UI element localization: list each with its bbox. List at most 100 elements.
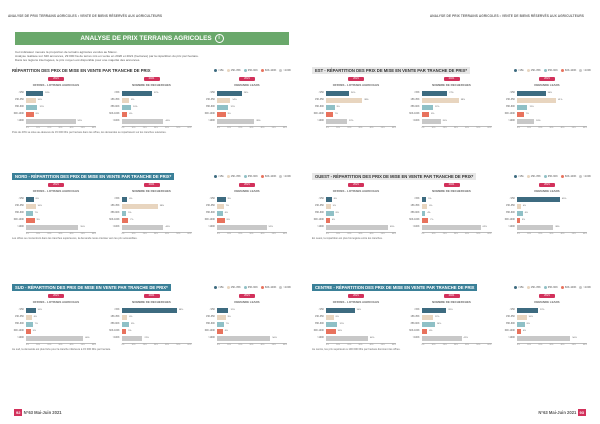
- x-tick-label: 60%: [187, 233, 192, 235]
- bar-row: 15K-35K 12%: [408, 315, 496, 320]
- legend-item: 15K-35K: [226, 285, 241, 289]
- bar-value-label: 6%: [524, 212, 528, 214]
- legend-label: 35K-60K: [247, 69, 258, 73]
- bar: [26, 98, 36, 103]
- legend-swatch: [560, 285, 564, 289]
- x-tick-label: 0%: [326, 344, 329, 346]
- bar-chart: <15K 58% 15K-35K 6% 35K-60K 8% 60K-100K 5% >100K…: [108, 308, 196, 346]
- x-axis: 0% 10% 20% 30% 40% 50% 60%: [421, 232, 492, 235]
- bar-row: >100K 44%: [312, 336, 400, 341]
- category-label: 35K-60K: [506, 212, 515, 214]
- category-label: 60K-100K: [13, 219, 24, 221]
- bar-value-label: 6%: [129, 198, 133, 200]
- intro-text: Cet indicateur mesure la proportion de t…: [15, 50, 285, 63]
- legend-label: <15k: [517, 175, 524, 179]
- x-tick-label: 60%: [187, 127, 192, 129]
- info-icon: i: [214, 33, 224, 43]
- bar: [326, 119, 347, 124]
- category-label: 35K-60K: [315, 323, 324, 325]
- bar: [326, 105, 335, 110]
- legend-label: 60K-100K: [564, 286, 577, 290]
- bar-value-label: 6%: [429, 330, 433, 332]
- x-tick-label: 0%: [421, 127, 425, 129]
- bar: [517, 336, 571, 341]
- legend-label: 15K-35K: [230, 69, 241, 73]
- x-tick-label: 40%: [260, 233, 265, 235]
- bar: [326, 336, 368, 341]
- category-label: 15K-35K: [206, 205, 215, 207]
- x-tick-label: 0%: [326, 127, 329, 129]
- x-tick-label: 30%: [549, 233, 554, 235]
- bar: [517, 105, 528, 110]
- bar-value-label: 14%: [232, 99, 237, 101]
- bar: [326, 112, 333, 117]
- x-tick-label: 20%: [347, 127, 352, 129]
- x-tick-label: 30%: [358, 233, 363, 235]
- legend-swatch: [526, 285, 530, 289]
- bar: [217, 119, 255, 124]
- bar-row: 60K-100K 5%: [108, 329, 196, 334]
- bar-value-label: 9%: [227, 316, 231, 318]
- bar: [517, 91, 546, 96]
- legend-item: >100K: [279, 68, 291, 72]
- category-label: 15K-35K: [410, 99, 420, 101]
- legend-item: 35K-60K: [243, 68, 258, 73]
- panel-title: OFFRES - LOTISSES AGRICOLES: [332, 83, 380, 87]
- bar-row: >100K 62%: [408, 225, 496, 230]
- bar-value-label: 27%: [449, 92, 454, 94]
- category-label: >100K: [412, 226, 420, 228]
- x-tick-label: 10%: [431, 344, 436, 346]
- bar: [517, 119, 535, 124]
- panel-title: NOMBRE DE RECHERCHES: [432, 189, 471, 193]
- category-label: 15K-35K: [15, 99, 24, 101]
- category-label: 35K-60K: [206, 212, 215, 214]
- legend-item: 15K-35K: [226, 174, 241, 179]
- bar-value-label: 4%: [522, 330, 526, 332]
- x-axis: 0% 10% 20% 30% 40% 50% 60%: [217, 126, 287, 129]
- bar: [326, 225, 388, 230]
- x-tick-label: 40%: [369, 233, 374, 235]
- legend-label: 15K-35K: [230, 175, 241, 179]
- bar-row: 35K-60K 6%: [503, 211, 591, 216]
- category-label: >100K: [208, 337, 215, 339]
- bar-row: <15K 30%: [503, 91, 591, 96]
- bar-row: 15K-35K 38%: [108, 204, 196, 209]
- bar-chart: <15K 32% 15K-35K 8% 35K-60K 10% 60K-100K 6% >100…: [108, 91, 196, 129]
- bar-value-label: 7%: [34, 323, 38, 325]
- panel-title: DEMANDE LEADS: [234, 300, 260, 304]
- category-label: >100K: [412, 337, 420, 339]
- x-tick-label: 50%: [271, 233, 276, 235]
- bar-value-label: 4%: [427, 212, 431, 214]
- x-tick-label: 0%: [421, 344, 425, 346]
- bar-row: 60K-100K 4%: [312, 218, 400, 223]
- section-header: EST - RÉPARTITION DES PRIX DE MISE EN VE…: [312, 66, 591, 75]
- year-pill: 2021: [539, 77, 555, 81]
- category-label: <15K: [318, 92, 324, 94]
- section-header: CENTRE - RÉPARTITION DES PRIX DE MISE EN…: [312, 283, 591, 292]
- bar-value-label: 38%: [555, 226, 560, 228]
- bar: [121, 119, 164, 124]
- x-tick-label: 50%: [380, 127, 385, 129]
- legend-swatch: [543, 174, 547, 178]
- bar-value-label: 7%: [525, 113, 529, 115]
- section-header: SUD - RÉPARTITION DES PRIX DE MISE EN VE…: [12, 283, 291, 292]
- x-tick-label: 60%: [91, 127, 96, 129]
- bar-chart: <15K 24% 15K-35K 38% 35K-60K 9% 60K-100K 7% >100…: [312, 91, 400, 129]
- bar-value-label: 24%: [350, 92, 356, 94]
- category-label: 15K-35K: [315, 316, 324, 318]
- bar: [217, 98, 231, 103]
- bar-chart: <15K 5% 15K-35K 6% 35K-60K 4% 60K-100K 7% >100K 6…: [408, 197, 496, 235]
- legend-item: 15K-35K: [226, 68, 241, 73]
- category-label: 60K-100K: [504, 113, 515, 115]
- legend-label: >100K: [583, 175, 591, 179]
- bar-chart: <15K 30% 15K-35K 41% 35K-60K 11% 60K-100K 7% >10…: [503, 91, 591, 129]
- x-tick-label: 60%: [487, 344, 492, 346]
- chart-panel: 2021 DEMANDE LEADS <15K 30% 15K-35K 41% 35K-60…: [503, 77, 591, 129]
- legend-item: 60K-100K: [560, 174, 576, 178]
- x-tick-label: 0%: [26, 233, 29, 235]
- bar: [326, 204, 331, 209]
- legend-item: 35K-60K: [243, 285, 258, 289]
- x-tick-label: 0%: [26, 127, 29, 129]
- category-label: <15K: [209, 198, 215, 200]
- category-label: 60K-100K: [313, 219, 324, 221]
